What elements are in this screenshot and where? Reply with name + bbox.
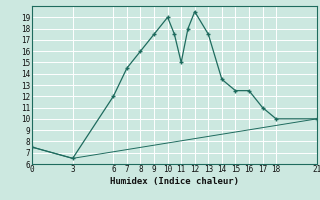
X-axis label: Humidex (Indice chaleur): Humidex (Indice chaleur) (110, 177, 239, 186)
